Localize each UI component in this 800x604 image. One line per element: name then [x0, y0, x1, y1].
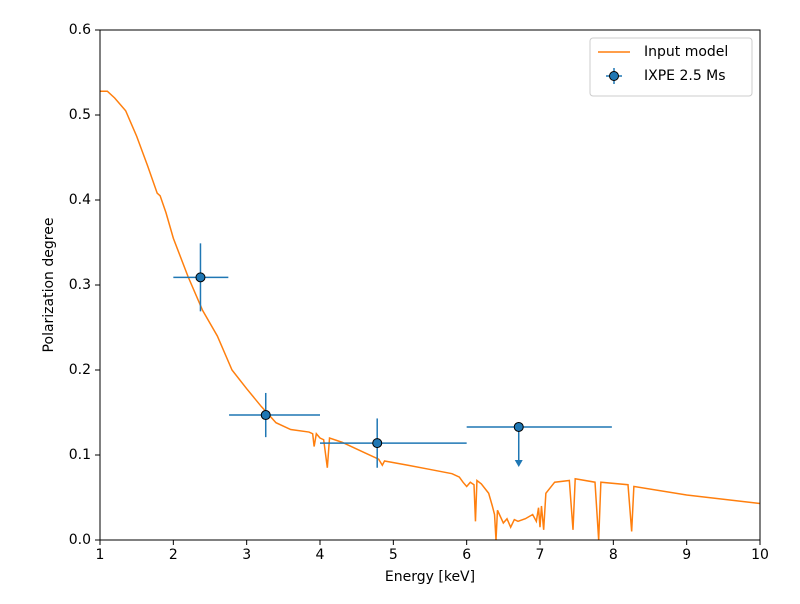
legend-label: IXPE 2.5 Ms: [644, 68, 726, 84]
x-tick-label: 10: [751, 547, 769, 563]
y-tick-label: 0.5: [69, 107, 91, 123]
legend-label: Input model: [644, 44, 728, 60]
x-tick-label: 4: [316, 547, 325, 563]
x-tick-label: 2: [169, 547, 178, 563]
y-tick-label: 0.0: [69, 532, 91, 548]
x-tick-label: 7: [536, 547, 545, 563]
y-tick-label: 0.2: [69, 362, 91, 378]
x-tick-label: 5: [389, 547, 398, 563]
data-point: [195, 272, 206, 283]
x-tick-label: 8: [609, 547, 618, 563]
y-tick-label: 0.1: [69, 447, 91, 463]
y-tick-label: 0.4: [69, 192, 91, 208]
data-point: [513, 421, 524, 432]
upper-limit-arrowhead: [514, 459, 523, 467]
legend: Input model IXPE 2.5 Ms: [589, 37, 753, 97]
x-tick-label: 9: [682, 547, 691, 563]
x-axis-label: Energy [keV]: [385, 569, 475, 585]
data-point: [372, 438, 383, 449]
data-point: [260, 410, 271, 421]
y-tick-label: 0.6: [69, 22, 91, 38]
legend-marker: [609, 71, 619, 81]
y-axis-label: Polarization degree: [41, 218, 57, 353]
model-line: [100, 90, 761, 541]
x-tick-label: 1: [96, 547, 105, 563]
x-tick-label: 3: [242, 547, 251, 563]
plot-frame: [99, 29, 761, 541]
y-tick-label: 0.3: [69, 277, 91, 293]
x-tick-label: 6: [462, 547, 471, 563]
legend-box: [589, 37, 753, 97]
